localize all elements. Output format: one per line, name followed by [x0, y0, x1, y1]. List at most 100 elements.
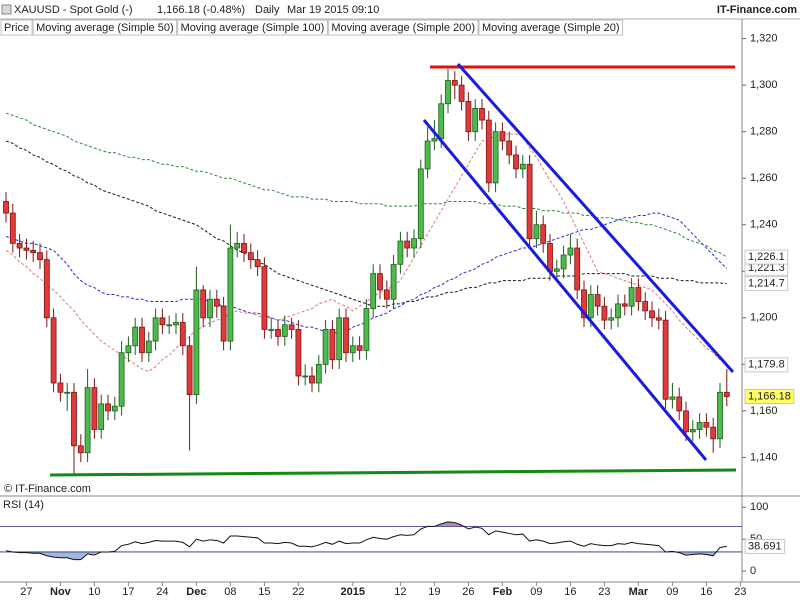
candle-body [676, 396, 683, 412]
series-last-label: 1,214.7 [748, 278, 785, 290]
candle-body [295, 329, 302, 377]
panel-title: RSI (14) [3, 499, 44, 511]
candle-body [193, 289, 200, 396]
candle-body [513, 154, 519, 170]
candle-body [533, 224, 540, 240]
candle-body [628, 287, 635, 307]
candle-body [288, 324, 295, 330]
candle-body [594, 294, 601, 307]
candle-body [37, 252, 43, 261]
support-line [49, 468, 737, 477]
candle-body [479, 108, 485, 121]
legend-label: Price [4, 22, 29, 34]
candle-body [315, 363, 322, 384]
x-tick-label: 10 [88, 586, 100, 598]
brand: IT-Finance.com [717, 4, 797, 16]
symbol-icon [1, 4, 12, 15]
candle-body [485, 119, 492, 184]
candle-body [91, 387, 98, 430]
candle-body [540, 224, 547, 244]
candle-body [553, 268, 560, 272]
timestamp: Mar 19 2015 09:10 [287, 4, 379, 16]
interval: Daily [255, 4, 280, 16]
candle-body [649, 310, 655, 319]
candle-body [139, 326, 145, 354]
y-tick-label: 1,240 [750, 219, 778, 231]
candle-body [9, 212, 16, 244]
y-tick-label: 1,140 [750, 451, 778, 463]
candle-body [207, 298, 213, 319]
candle-body [84, 387, 91, 454]
oversold-fill [12, 551, 717, 560]
channel-lower [422, 119, 708, 461]
candle-body [717, 391, 723, 440]
candle-body [241, 242, 247, 254]
candle-body [343, 317, 349, 354]
y-tick-label: 1,320 [750, 33, 778, 45]
series-last-label: 1,221.3 [748, 262, 785, 274]
candle-body [411, 238, 417, 249]
symbol: XAUUSD - Spot Gold (-) [14, 4, 133, 16]
candle-body [159, 317, 166, 326]
candle-body [404, 240, 411, 249]
candle-body [669, 396, 676, 400]
candle-body [50, 317, 57, 384]
candle-body [696, 422, 703, 430]
series-last-label-box [744, 249, 789, 265]
x-tick-label: 16 [564, 586, 576, 598]
x-tick-label: 16 [700, 586, 712, 598]
candle-body [662, 319, 669, 400]
y-tick-label: 1,160 [750, 405, 778, 417]
candle-body [451, 80, 458, 86]
candle-body [281, 324, 288, 337]
x-tick-label: 2015 [341, 586, 365, 598]
candle-body [77, 445, 84, 454]
candle-body [227, 247, 234, 342]
candle-body [261, 266, 268, 330]
y-tick-label: 0 [750, 565, 756, 577]
trend-lines [49, 63, 737, 477]
moving-average-line [5, 212, 728, 335]
legend-tab [0, 19, 33, 36]
rsi-panel [0, 521, 742, 561]
candle-body [635, 287, 642, 302]
candle-body [445, 80, 451, 105]
candle-body [179, 322, 186, 347]
x-tick-label: 24 [156, 586, 168, 598]
rsi-last-label-box [744, 538, 786, 554]
candle-body [132, 326, 139, 347]
candle-body [683, 410, 689, 433]
legend: Price Moving average (Simple 50) Moving av… [0, 19, 624, 36]
candle-body [547, 242, 553, 272]
candle-body [689, 429, 696, 433]
x-tick-label: Dec [186, 586, 206, 598]
candle-body [30, 249, 37, 254]
quote: 1,166.18 (-0.48%) [157, 4, 245, 16]
candle-body [377, 273, 383, 291]
legend-tab [327, 19, 479, 36]
candle-body [615, 303, 621, 319]
candle-body [254, 259, 261, 268]
moving-average-line [5, 133, 728, 372]
candle-body [723, 391, 730, 397]
candle-body [336, 317, 343, 361]
candle-body [655, 317, 662, 321]
candle-body [98, 403, 105, 430]
candle-body [608, 317, 615, 321]
moving-average-line [5, 112, 728, 258]
candle-body [356, 345, 363, 351]
series-last-label: 1,179.8 [748, 359, 785, 371]
candle-body [349, 345, 356, 354]
candle-body [431, 138, 438, 142]
x-tick-label: 08 [224, 586, 236, 598]
candle-body [438, 103, 445, 140]
candle-body [492, 131, 499, 184]
legend-label: Moving average (Simple 200) [331, 22, 475, 34]
candle-body [268, 329, 275, 331]
candle-body [234, 242, 241, 249]
legend-label: Moving average (Simple 20) [482, 22, 620, 34]
candle-body [16, 242, 23, 249]
x-tick-label: 12 [394, 586, 406, 598]
